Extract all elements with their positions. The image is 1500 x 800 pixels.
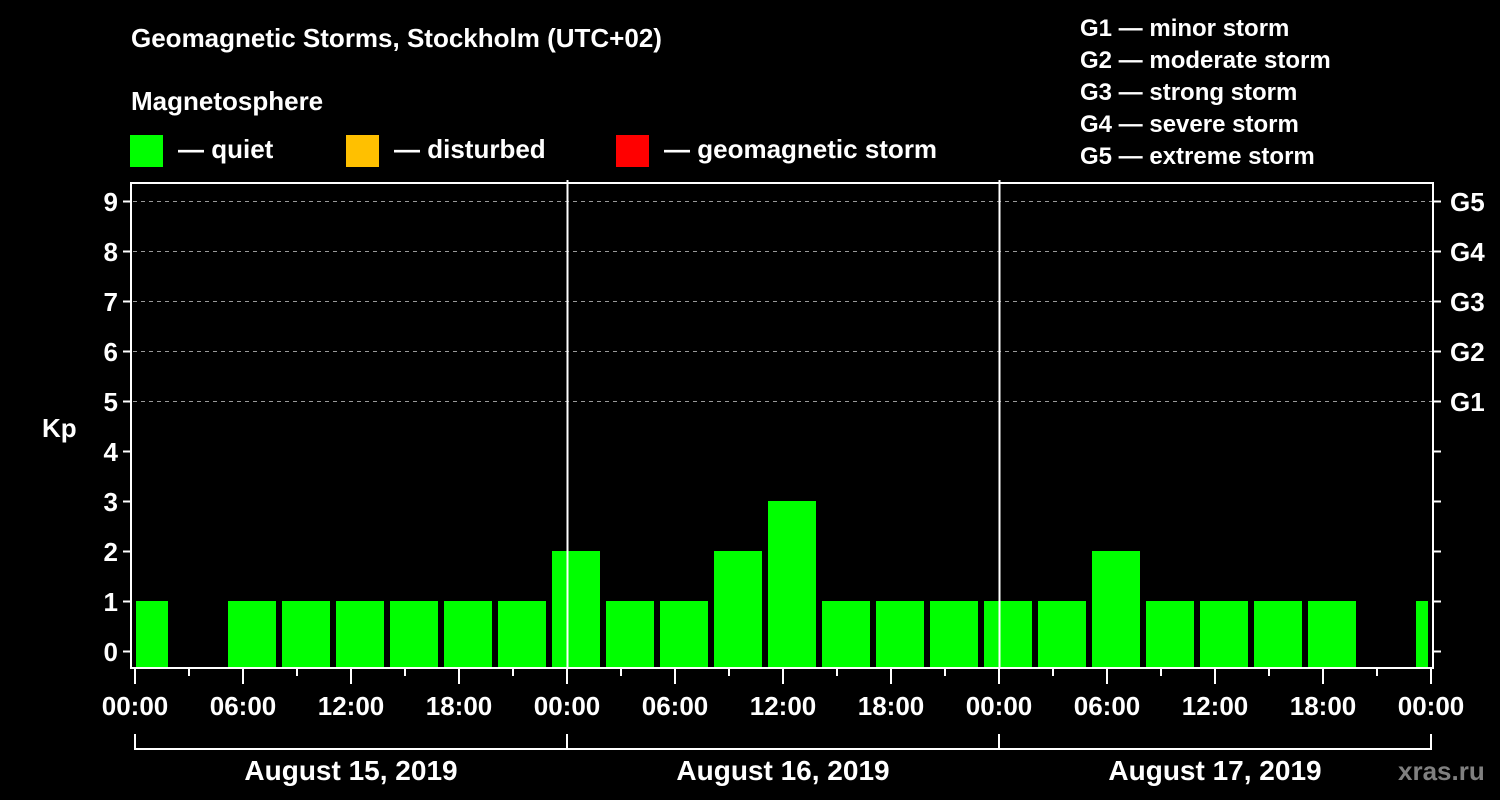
legend-label-disturbed: — disturbed bbox=[394, 134, 546, 164]
x-tick-label: 00:00 bbox=[533, 691, 601, 721]
x-tick-label: 06:00 bbox=[209, 691, 277, 721]
kp-bar bbox=[444, 601, 492, 668]
kp-bar bbox=[228, 601, 276, 668]
x-tick-label: 06:00 bbox=[641, 691, 709, 721]
chart-subtitle: Magnetosphere bbox=[131, 86, 324, 116]
x-tick-label: 06:00 bbox=[1073, 691, 1141, 721]
right-tick-label-g5: G5 bbox=[1450, 187, 1485, 217]
storm-scale-g2: G2 — moderate storm bbox=[1080, 47, 1331, 74]
legend-swatch-storm bbox=[616, 135, 649, 167]
kp-bar bbox=[660, 601, 708, 668]
right-tick-label-g3: G3 bbox=[1450, 287, 1485, 317]
y-tick-label: 7 bbox=[103, 287, 118, 317]
kp-bar bbox=[876, 601, 924, 668]
kp-bar bbox=[822, 601, 870, 668]
storm-scale-g3: G3 — strong storm bbox=[1080, 79, 1298, 106]
x-tick-label: 18:00 bbox=[1289, 691, 1357, 721]
kp-bar bbox=[136, 601, 168, 668]
kp-bar bbox=[1308, 601, 1356, 668]
y-tick-label: 9 bbox=[103, 187, 118, 217]
kp-bar bbox=[1416, 601, 1428, 668]
y-tick-label: 4 bbox=[103, 437, 118, 467]
y-tick-label: 2 bbox=[103, 537, 118, 567]
right-tick-label-g2: G2 bbox=[1450, 337, 1485, 367]
x-tick-label: 18:00 bbox=[857, 691, 925, 721]
y-tick-label: 3 bbox=[103, 487, 118, 517]
legend-label-storm: — geomagnetic storm bbox=[664, 134, 938, 164]
right-tick-label-g4: G4 bbox=[1450, 237, 1485, 267]
storm-scale-g4: G4 — severe storm bbox=[1080, 111, 1299, 138]
kp-bar bbox=[768, 501, 816, 668]
date-label-day3: August 17, 2019 bbox=[1108, 755, 1322, 786]
date-label-day1: August 15, 2019 bbox=[244, 755, 458, 786]
kp-bar bbox=[390, 601, 438, 668]
kp-bar bbox=[282, 601, 330, 668]
x-tick-label: 12:00 bbox=[749, 691, 817, 721]
y-tick-label: 1 bbox=[103, 587, 118, 617]
y-tick-label: 0 bbox=[103, 637, 118, 667]
x-tick-label: 00:00 bbox=[101, 691, 169, 721]
right-tick-label-g1: G1 bbox=[1450, 387, 1485, 417]
kp-bar bbox=[552, 551, 600, 668]
kp-bar bbox=[984, 601, 1032, 668]
kp-bar bbox=[1146, 601, 1194, 668]
x-tick-label: 12:00 bbox=[317, 691, 385, 721]
y-tick-label: 6 bbox=[103, 337, 118, 367]
kp-bar bbox=[714, 551, 762, 668]
kp-bar bbox=[336, 601, 384, 668]
chart-title: Geomagnetic Storms, Stockholm (UTC+02) bbox=[131, 23, 662, 53]
y-axis-label: Kp bbox=[42, 413, 77, 443]
y-tick-label: 8 bbox=[103, 237, 118, 267]
y-tick-label: 5 bbox=[103, 387, 118, 417]
kp-bar bbox=[1038, 601, 1086, 668]
x-tick-label: 00:00 bbox=[965, 691, 1033, 721]
legend-swatch-quiet bbox=[130, 135, 163, 167]
kp-bar bbox=[930, 601, 978, 668]
kp-bar bbox=[498, 601, 546, 668]
storm-scale-g1: G1 — minor storm bbox=[1080, 15, 1290, 42]
legend-swatch-disturbed bbox=[346, 135, 379, 167]
storm-scale-g5: G5 — extreme storm bbox=[1080, 143, 1315, 170]
kp-bar bbox=[606, 601, 654, 668]
x-tick-label: 18:00 bbox=[425, 691, 493, 721]
date-label-day2: August 16, 2019 bbox=[676, 755, 890, 786]
x-tick-label: 12:00 bbox=[1181, 691, 1249, 721]
watermark: xras.ru bbox=[1398, 756, 1485, 786]
kp-bar bbox=[1092, 551, 1140, 668]
kp-bar bbox=[1254, 601, 1302, 668]
x-tick-label: 00:00 bbox=[1397, 691, 1465, 721]
legend-label-quiet: — quiet bbox=[178, 134, 274, 164]
kp-bar bbox=[1200, 601, 1248, 668]
